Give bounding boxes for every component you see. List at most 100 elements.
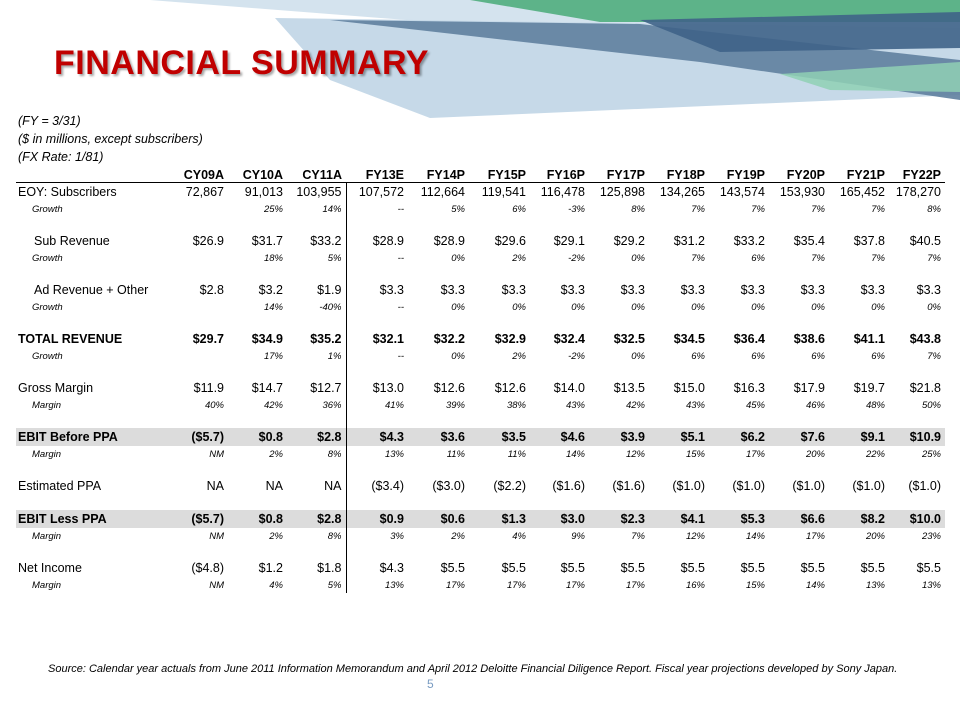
table-notes: (FY = 3/31) ($ in millions, except subscr… [18, 112, 203, 166]
table-cell: 11% [507, 448, 526, 460]
table-cell: $4.6 [530, 428, 589, 446]
table-cell: 2% [269, 530, 283, 542]
table-cell [171, 201, 228, 217]
table-cell: -- [345, 299, 408, 315]
table-cell: $33.2 [310, 234, 342, 248]
table-cell: ($1.0) [732, 479, 765, 493]
table-cell: $12.6 [433, 381, 465, 395]
table-cell: 7% [811, 252, 825, 264]
table-cell: $15.0 [673, 381, 705, 395]
table-cell: $32.5 [613, 332, 645, 346]
table-cell: 7% [871, 252, 885, 264]
table-cell: $3.3 [916, 283, 941, 297]
table-cell: $19.7 [853, 381, 885, 395]
table-cell: $0.9 [345, 510, 408, 528]
table-cell: 7% [631, 530, 645, 542]
table-cell: 8% [631, 203, 645, 215]
table-cell: 43% [685, 399, 705, 411]
table-cell: -2% [568, 252, 585, 264]
table-cell: 0% [571, 301, 585, 313]
table-row-ad-revenue-other: Ad Revenue + Other $2.8 $3.2 $1.9 $3.3 $3.3 $3… [16, 281, 945, 299]
table-cell: $17.9 [793, 381, 825, 395]
ratio-row: Growth 17% 1% -- 0% 2% -2% 0% 6% 6% 6% 6% 7% [16, 348, 945, 364]
table-cell: 20% [865, 530, 885, 542]
table-cell: -- [345, 201, 408, 217]
column-header-fy14p: FY14P [408, 162, 469, 183]
row-label: TOTAL REVENUE [18, 332, 123, 346]
table-cell: 6% [871, 350, 885, 362]
table-cell: $43.8 [909, 332, 941, 346]
row-label: Gross Margin [18, 381, 94, 395]
table-cell: 11% [446, 448, 465, 460]
row-label: Margin [32, 530, 62, 542]
table-cell: 25% [921, 448, 941, 460]
table-cell: $31.7 [251, 234, 283, 248]
banner-band-blue [330, 20, 960, 100]
table-row-eoy-subscribers: EOY: Subscribers 72,867 91,013 103,955 107,5… [16, 182, 945, 201]
table-cell: 39% [445, 399, 465, 411]
table-cell: $5.5 [680, 561, 705, 575]
page-number: 5 [427, 677, 434, 691]
table-cell: $11.9 [193, 381, 224, 395]
table-cell: $5.3 [709, 510, 769, 528]
banner-band-mint [780, 62, 960, 92]
table-cell: ($3.0) [432, 479, 465, 493]
table-cell: $3.3 [440, 283, 465, 297]
table-cell: 143,574 [719, 185, 765, 199]
page-title: FINANCIAL SUMMARY [54, 44, 429, 82]
ratio-row: Margin NM 2% 8% 3% 2% 4% 9% 7% 12% 14% 17% 20% 23% [16, 528, 945, 544]
table-cell: 6% [751, 350, 765, 362]
row-label: Growth [32, 203, 63, 215]
table-cell: -2% [568, 350, 585, 362]
table-cell: 0% [691, 301, 705, 313]
table-cell: $5.5 [560, 561, 585, 575]
table-cell: 17% [506, 579, 526, 591]
table-cell: $3.3 [680, 283, 705, 297]
table-cell: $26.9 [192, 234, 224, 248]
table-cell: ($5.7) [171, 428, 228, 446]
column-header-cy11a: CY11A [287, 162, 346, 183]
table-cell: 17% [625, 579, 645, 591]
table-cell: 8% [327, 448, 342, 460]
table-cell: 134,265 [659, 185, 705, 199]
table-cell: 17% [263, 350, 283, 362]
table-cell: $0.6 [408, 510, 469, 528]
header-label-cell [16, 162, 171, 183]
table-cell: NM [209, 530, 224, 542]
header-banner-graphic [150, 0, 960, 118]
table-cell: $29.1 [553, 234, 585, 248]
table-row-net-income: Net Income ($4.8) $1.2 $1.8 $4.3 $5.5 $5.5 $5.5… [16, 559, 945, 577]
row-label: Margin [32, 399, 62, 411]
table-cell: 5% [327, 579, 342, 591]
row-label: EOY: Subscribers [18, 185, 117, 199]
table-cell: ($2.2) [493, 479, 526, 493]
table-cell: 6% [512, 203, 526, 215]
table-row-sub-revenue: Sub Revenue $26.9 $31.7 $33.2 $28.9 $28.9 $29.… [16, 232, 945, 250]
table-cell: $3.3 [860, 283, 885, 297]
table-cell: 2% [451, 530, 465, 542]
spacer-row [16, 413, 945, 428]
row-label: Sub Revenue [34, 234, 110, 248]
table-cell: 72,867 [185, 185, 224, 199]
table-cell: 1% [327, 350, 342, 362]
table-cell: 103,955 [296, 185, 342, 199]
banner-band-dark [640, 12, 960, 52]
table-cell: $3.3 [560, 283, 585, 297]
spacer-row [16, 266, 945, 281]
spacer-row [16, 544, 945, 559]
table-cell: $32.4 [553, 332, 585, 346]
table-cell: 17% [565, 579, 585, 591]
table-row-ebit-less-ppa: EBIT Less PPA ($5.7) $0.8 $2.8 $0.9 $0.6 $1.3 $… [16, 510, 945, 528]
table-cell: 2% [269, 448, 283, 460]
ratio-row: Growth 18% 5% -- 0% 2% -2% 0% 7% 6% 7% 7% 7% [16, 250, 945, 266]
table-note: ($ in millions, except subscribers) [18, 132, 203, 146]
table-cell: 40% [204, 399, 224, 411]
table-cell: $4.3 [345, 428, 408, 446]
column-header-fy15p: FY15P [469, 162, 530, 183]
table-cell: $1.2 [258, 561, 283, 575]
table-cell: 165,452 [839, 185, 885, 199]
table-cell: 7% [811, 203, 825, 215]
table-cell: $4.3 [345, 559, 408, 577]
table-note: (FX Rate: 1/81) [18, 150, 104, 164]
table-cell: $3.3 [345, 281, 408, 299]
